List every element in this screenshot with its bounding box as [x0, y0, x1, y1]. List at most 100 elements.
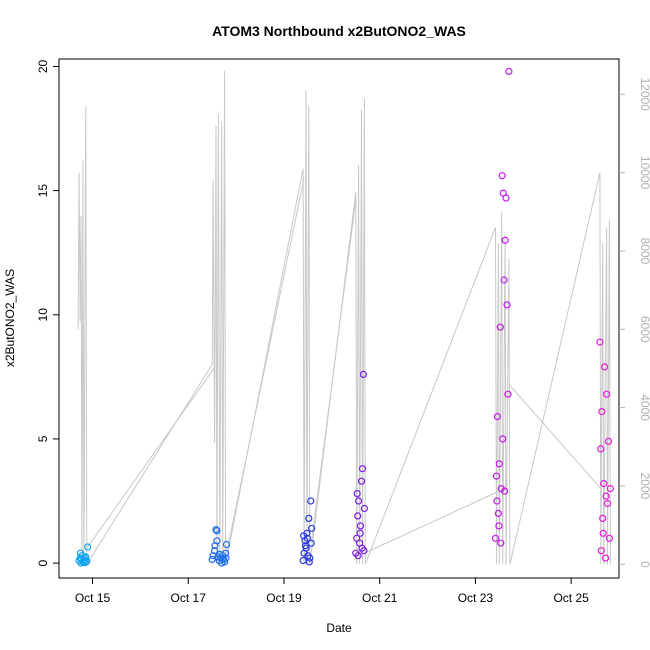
data-point [501, 236, 509, 244]
plot-area [58, 58, 620, 579]
data-point [212, 525, 220, 534]
data-point [356, 529, 364, 537]
data-point [498, 172, 506, 180]
data-point [503, 301, 511, 309]
y-axis-label: x2ButONO2_WAS [3, 269, 17, 367]
data-point [222, 540, 231, 549]
data-point [308, 524, 316, 532]
data-point [356, 522, 365, 530]
data-point [505, 67, 513, 76]
y2-tick-label: 6000 [638, 316, 650, 343]
data-point [603, 499, 612, 508]
altitude-trace-line [77, 70, 611, 567]
data-point [606, 485, 615, 493]
data-point [602, 390, 611, 398]
data-point [354, 512, 362, 520]
y-tick-label: 0 [36, 559, 50, 566]
data-point [305, 558, 313, 566]
data-point [216, 550, 224, 559]
data-point [601, 554, 610, 562]
x-tick-label: Oct 19 [266, 591, 302, 605]
chart-title: ATOM3 Northbound x2ButONO2_WAS [212, 23, 466, 39]
data-point [213, 527, 221, 535]
data-point [301, 542, 310, 550]
data-point [495, 460, 503, 468]
data-point [493, 497, 501, 505]
data-point [494, 509, 502, 518]
connecting-line [87, 366, 216, 548]
y2-tick-label: 2000 [638, 473, 650, 500]
data-point [300, 532, 308, 540]
x-axis: Oct 15 Oct 17 Oct 19 Oct 21 Oct 23 Oct 25 [75, 577, 589, 605]
data-point [208, 555, 216, 564]
data-point [355, 497, 363, 505]
connecting-line [364, 490, 500, 554]
data-point [597, 445, 605, 453]
y2-tick-label: 8000 [638, 238, 650, 265]
y-tick-label: 15 [36, 184, 50, 198]
data-point [600, 363, 609, 371]
data-point [82, 558, 90, 566]
data-point [504, 390, 512, 398]
y-tick-label: 5 [36, 435, 50, 442]
data-point [599, 514, 607, 523]
connecting-line [508, 383, 602, 489]
data-point [360, 504, 368, 513]
data-point [306, 554, 314, 562]
data-point [493, 413, 501, 421]
x-tick-label: Oct 25 [553, 591, 589, 605]
data-point [605, 534, 614, 542]
data-point [597, 547, 605, 555]
data-point [596, 338, 604, 346]
x-axis-label: Date [326, 621, 352, 635]
data-point [359, 370, 367, 378]
data-point [491, 534, 500, 542]
data-point [502, 194, 510, 202]
x-tick-label: Oct 23 [458, 591, 494, 605]
data-point [299, 556, 307, 565]
data-point [600, 480, 608, 488]
connecting-line [310, 200, 357, 544]
data-point [305, 514, 313, 523]
data-point [307, 497, 315, 505]
plot-border [58, 58, 620, 579]
data-point [604, 437, 613, 445]
data-point [211, 547, 219, 555]
data-point [602, 492, 610, 500]
data-point [599, 529, 607, 537]
y2-tick-label: 0 [638, 561, 650, 568]
data-point [360, 547, 368, 555]
data-point [221, 558, 229, 566]
data-point [496, 323, 504, 331]
y2-axis: 0 2000 4000 6000 8000 10000 12000 [619, 78, 650, 568]
y2-tick-label: 10000 [638, 156, 650, 190]
x-tick-label: Oct 21 [362, 591, 398, 605]
data-point [84, 543, 92, 551]
data-point [307, 539, 315, 547]
data-point [495, 522, 503, 530]
data-point [492, 472, 501, 480]
data-point [499, 435, 507, 443]
y2-tick-label: 12000 [638, 78, 650, 112]
data-point [497, 539, 505, 547]
connecting-line [226, 178, 305, 554]
data-point [80, 553, 89, 562]
data-point [209, 552, 217, 560]
data-point [598, 408, 606, 416]
data-point [357, 477, 366, 485]
y-tick-label: 10 [36, 308, 50, 322]
data-point [500, 276, 508, 284]
data-point [211, 542, 219, 550]
data-point [358, 465, 367, 473]
data-point [354, 552, 362, 560]
data-point [222, 554, 230, 562]
x-tick-label: Oct 15 [75, 591, 111, 605]
y-tick-label: 20 [36, 59, 50, 73]
y2-tick-label: 4000 [638, 394, 650, 421]
y-axis: 0 5 10 15 20 [36, 59, 59, 566]
data-point [353, 490, 361, 498]
data-point [501, 487, 509, 495]
x-tick-label: Oct 17 [171, 591, 207, 605]
